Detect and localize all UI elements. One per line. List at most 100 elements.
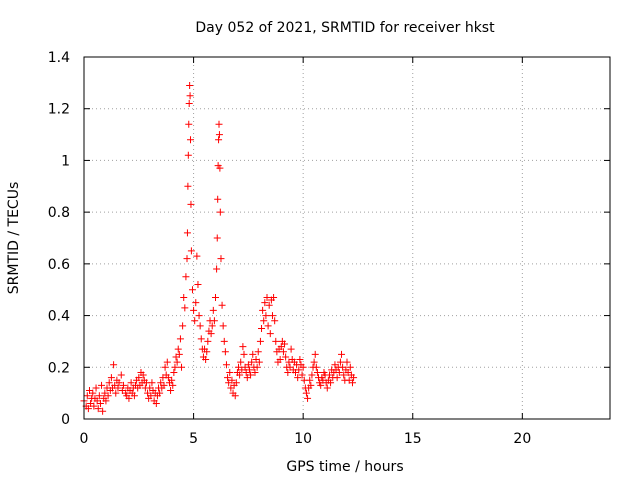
grid [84,57,610,419]
data-point [215,136,223,144]
data-point [203,348,211,356]
y-tick-label: 0.6 [48,257,70,273]
data-point [104,392,112,400]
data-point [183,255,191,263]
data-point [188,286,196,294]
data-point [130,392,138,400]
data-point [187,136,195,144]
data-point [178,363,186,371]
data-point [287,345,295,353]
plot-frame [83,56,611,420]
data-point [256,337,264,345]
data-point [271,317,279,325]
data-point [156,389,164,397]
data-point [306,376,314,384]
data-point [228,376,236,384]
chart-title: Day 052 of 2021, SRMTID for receiver hks… [195,20,495,36]
data-point [245,366,253,374]
data-point [184,182,192,190]
data-point [260,317,268,325]
data-point [217,255,225,263]
data-point [182,273,190,281]
data-point [312,363,320,371]
data-point [261,299,269,307]
data-point [193,252,201,260]
data-point [84,405,92,413]
x-tick-label: 20 [513,431,531,447]
data-point [327,379,335,387]
data-point [281,340,289,348]
data-point [304,394,312,402]
data-point [255,358,263,366]
data-point [323,384,331,392]
data-point [270,293,278,301]
data-point [298,371,306,379]
data-point [112,389,120,397]
data-point [180,293,188,301]
data-point [254,348,262,356]
data-markers [80,81,358,415]
data-point [210,317,218,325]
data-point [196,322,204,330]
data-point [231,392,239,400]
data-point [114,384,122,392]
data-point [264,322,272,330]
data-point [212,293,219,301]
axis-ticks: 0 0.2 0.4 0.6 0.8 1 1.2 1.4 0 5 10 15 20 [48,50,610,447]
data-point [279,348,287,356]
data-point [307,381,315,389]
data-point [148,379,156,387]
data-point [204,337,212,345]
data-point [89,389,97,397]
data-point [184,151,192,159]
data-point [105,379,113,387]
data-point [135,374,143,382]
data-point [96,399,104,407]
data-point [236,371,244,379]
data-point [302,389,310,397]
data-point [174,345,182,353]
data-point [216,208,224,216]
data-point [262,312,270,320]
data-point [83,392,91,400]
data-point [176,335,184,343]
data-point [190,306,198,314]
data-point [346,363,354,371]
data-point [338,350,346,358]
data-point [258,325,266,332]
data-point [333,374,341,382]
data-point [216,164,224,172]
data-point [259,306,267,314]
data-point [147,392,155,400]
data-point [276,356,284,364]
data-point [348,379,356,387]
data-point [296,356,304,364]
data-point [173,358,181,366]
data-point [239,343,247,351]
data-point [208,322,216,330]
data-point [317,381,325,389]
data-point [102,397,110,405]
data-point [249,350,257,358]
data-point [237,358,245,366]
data-point [127,379,135,387]
y-tick-label: 1.2 [48,102,70,118]
data-point [272,337,280,345]
data-point [335,368,343,376]
data-point [168,376,176,384]
data-point [169,381,177,389]
data-point [213,265,221,273]
data-point [295,366,303,374]
data-point [310,358,318,366]
data-point [265,301,273,309]
data-point [185,100,193,108]
data-point [94,405,102,413]
data-point [221,348,229,356]
data-point [195,312,203,320]
data-point [181,304,189,312]
data-point [219,322,227,330]
data-point [294,374,302,382]
data-point [115,379,123,387]
y-axis-label: SRMTID / TECUs [6,182,22,295]
